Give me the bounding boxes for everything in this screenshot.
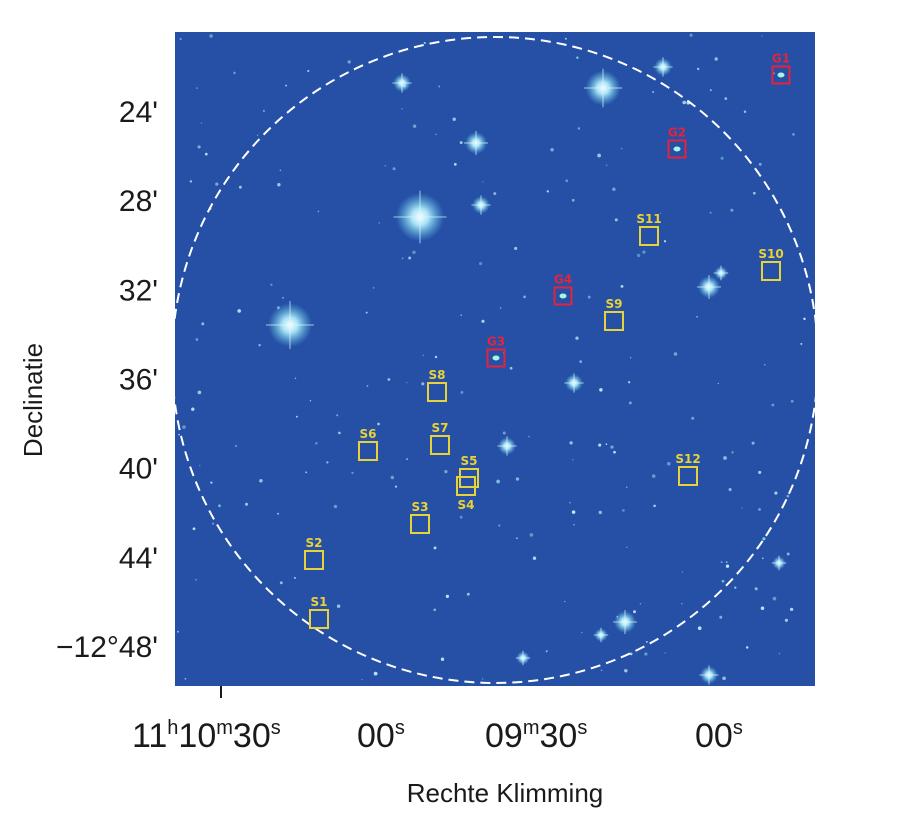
marker-label: S9	[606, 297, 623, 311]
ra-tick-label-3: 0909m30sm30s	[485, 717, 587, 755]
star-marker-box	[761, 261, 781, 281]
marker-label: G4	[554, 273, 572, 287]
dec-tick-label: 32'	[119, 274, 158, 307]
marker-label: G1	[772, 52, 790, 66]
star-marker-box	[678, 466, 698, 486]
galaxy-core	[492, 355, 500, 361]
y-axis-title: Declinatie	[18, 343, 48, 457]
marker-label: S1	[311, 595, 328, 609]
galaxy-marker-box	[486, 348, 506, 368]
dec-tick-label: 40'	[119, 453, 158, 486]
ra-axis: 1111h10m30sh10m30s 0000ss 0909m30sm30s 0…	[132, 717, 743, 755]
marker-label: S10	[758, 247, 783, 261]
galaxy-core	[673, 146, 681, 152]
dec-tick-label: 36'	[119, 364, 158, 397]
star-marker-box	[430, 435, 450, 455]
ra-tick-label-2: 0000ss	[357, 717, 405, 755]
dec-tick-label: 44'	[119, 542, 158, 575]
star-field	[177, 33, 806, 685]
star-marker-box	[358, 441, 378, 461]
marker-label: S4	[458, 498, 475, 512]
star-marker-box	[410, 514, 430, 534]
galaxy-marker-box	[771, 65, 791, 85]
marker-label: G2	[668, 126, 686, 140]
marker-label: S8	[429, 368, 446, 382]
declination-axis: 24' 28' 32' 36' 40' 44' −12°48'	[56, 96, 158, 664]
marker-label: S7	[432, 421, 449, 435]
ra-tick-label-4: 0000ss	[695, 717, 743, 755]
star-marker-box	[304, 550, 324, 570]
marker-label: S11	[636, 212, 661, 226]
x-axis-title: Rechte Klimming	[407, 778, 604, 808]
marker-label: S6	[360, 427, 377, 441]
star-marker-box	[309, 609, 329, 629]
object-markers: G1 G2 G3 G4 S1 S2 S3 S4 S5 S6 S7 S8 S9 S10 S11 S12	[304, 52, 791, 629]
marker-label: G3	[487, 335, 505, 349]
galaxy-core	[559, 293, 567, 299]
marker-label: S3	[412, 500, 429, 514]
marker-label: S12	[675, 452, 700, 466]
star-marker-box	[604, 311, 624, 331]
star-marker-box	[427, 382, 447, 402]
ra-tick-label-1: 1111h10m30sh10m30s	[132, 717, 281, 755]
galaxy-marker-box	[553, 286, 573, 306]
galaxy-core	[777, 72, 785, 78]
star-marker-box	[459, 468, 479, 488]
marker-label: S5	[461, 454, 478, 468]
dec-tick-label: 24'	[119, 96, 158, 129]
star-marker-box	[639, 226, 659, 246]
galaxy-marker-box	[667, 139, 687, 159]
dec-tick-label: 28'	[119, 185, 158, 218]
field-of-view-circle	[171, 36, 819, 684]
marker-label: S2	[306, 536, 323, 550]
dec-tick-label: −12°48'	[56, 631, 158, 664]
